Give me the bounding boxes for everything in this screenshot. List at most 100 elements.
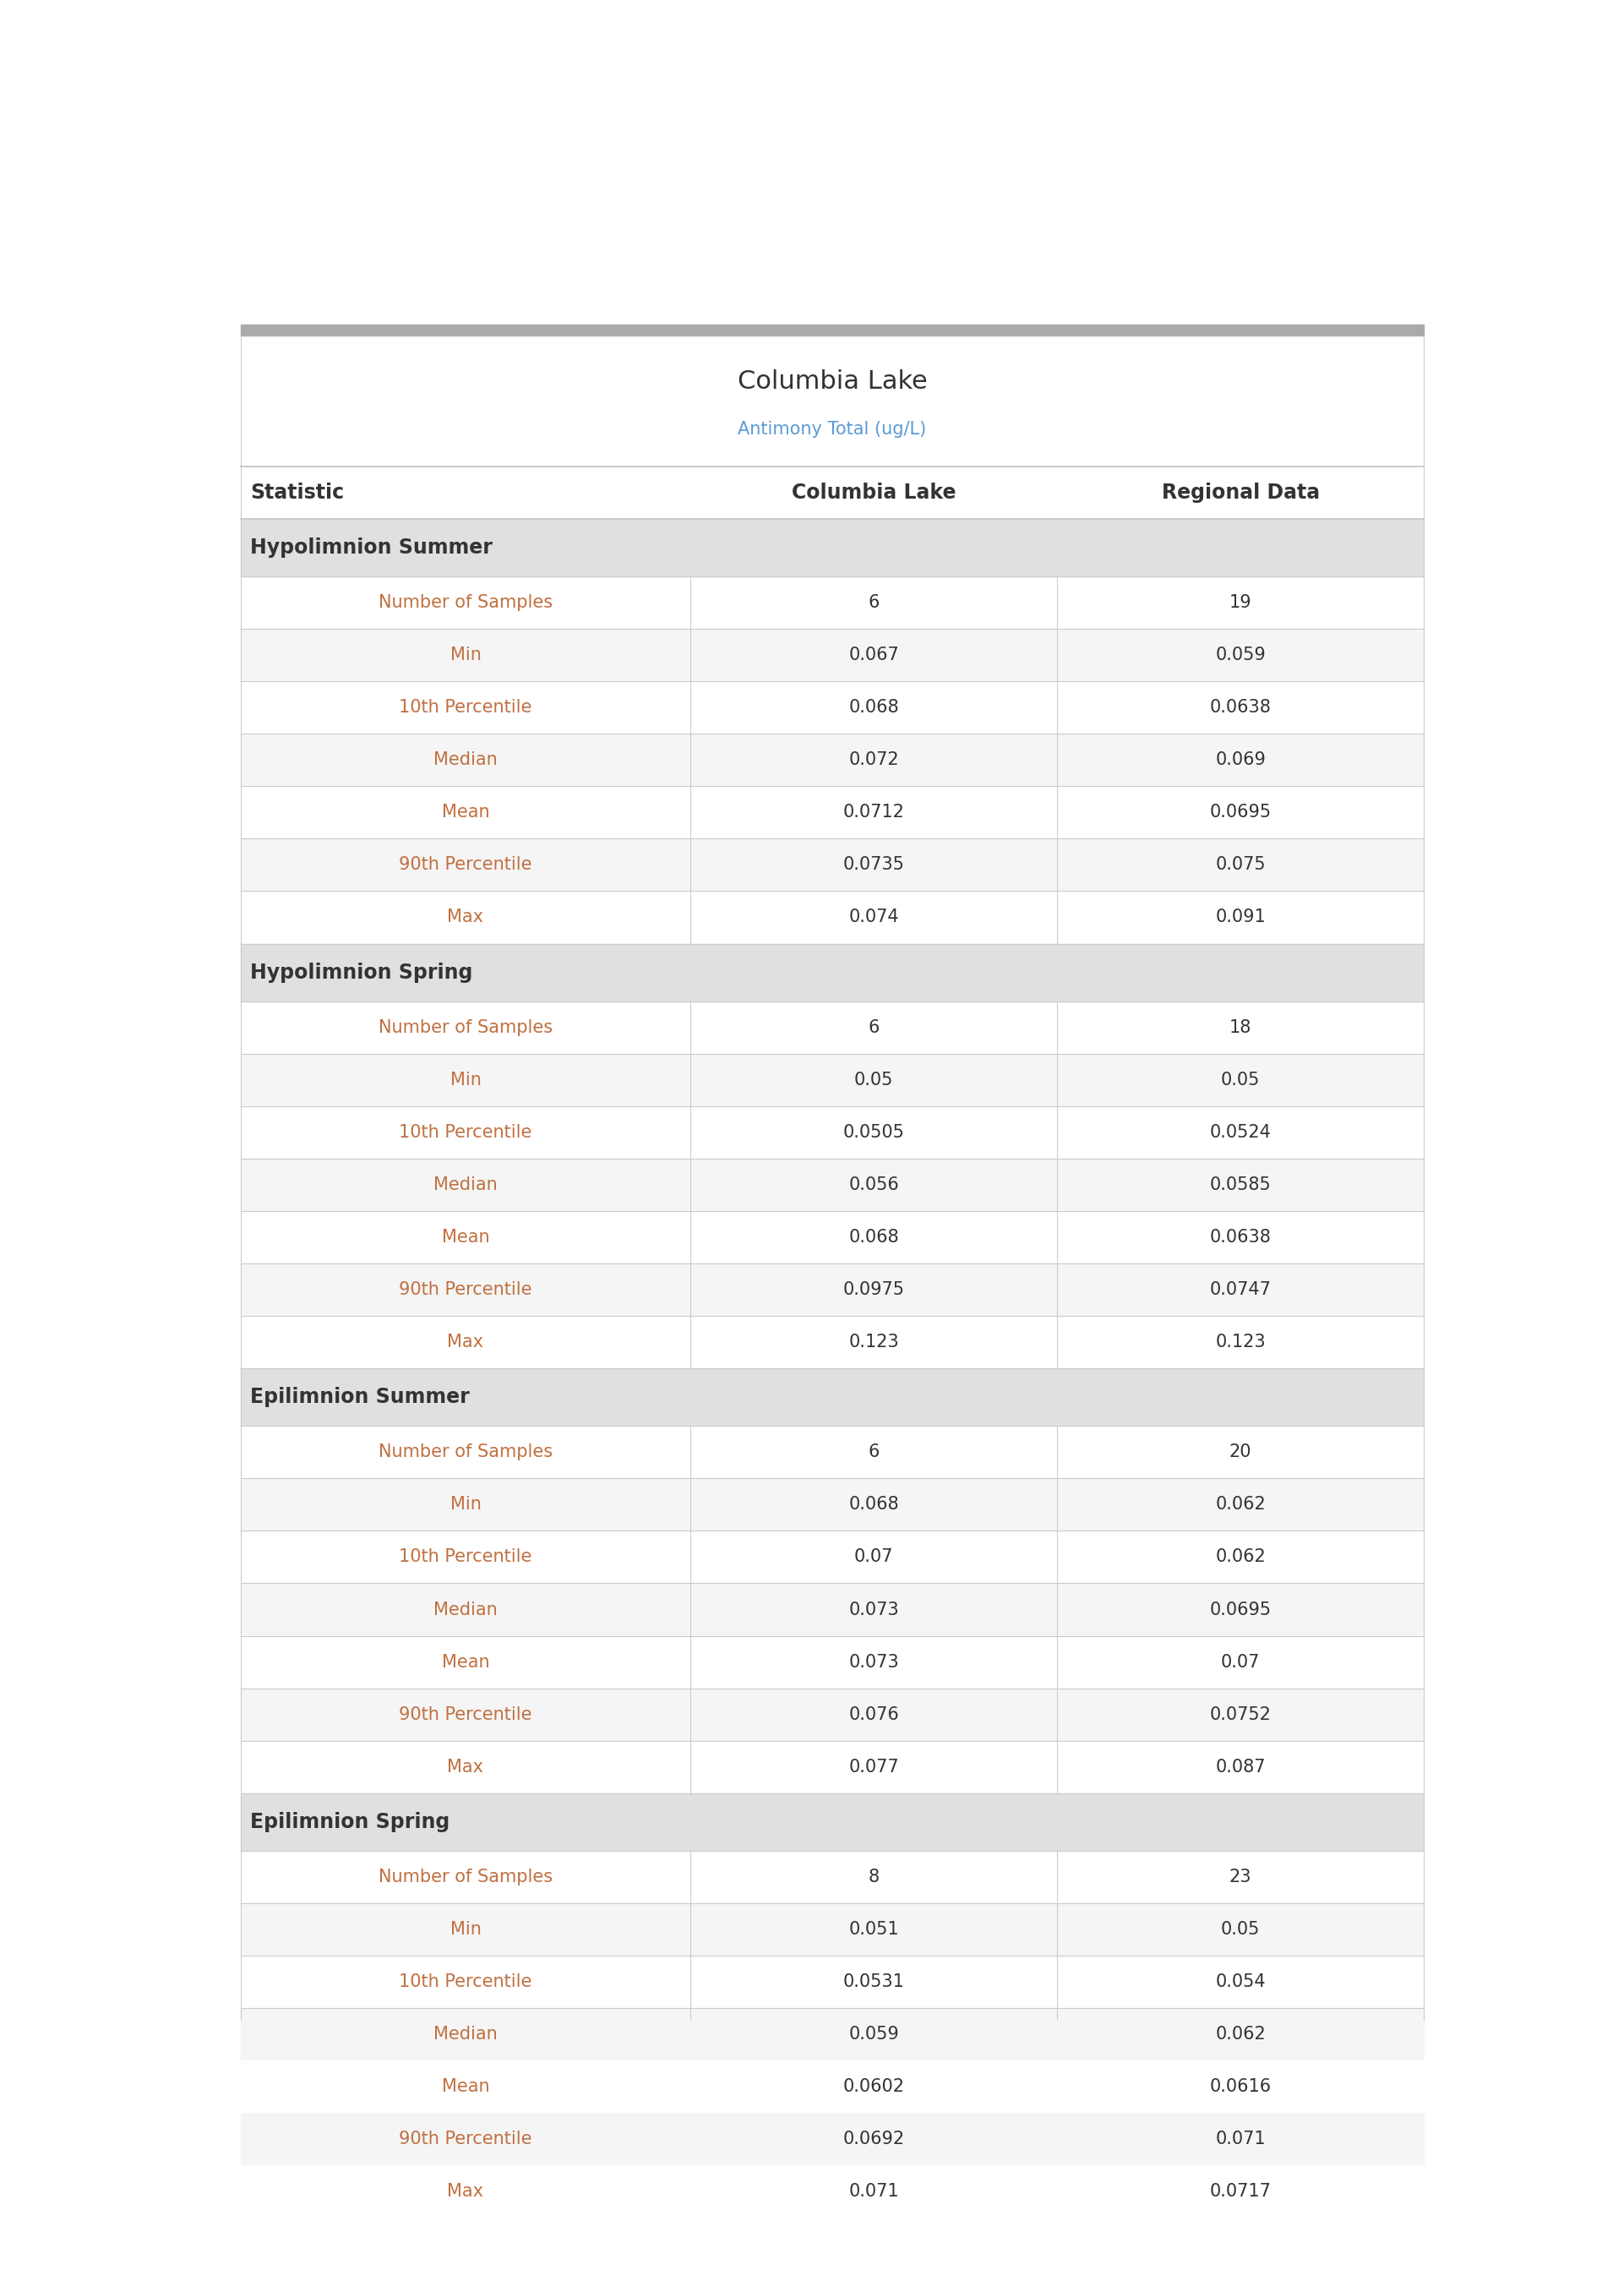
Text: 0.091: 0.091 <box>1215 908 1265 926</box>
Bar <box>240 1957 1424 2009</box>
Text: 0.0692: 0.0692 <box>843 2132 905 2147</box>
Text: 0.071: 0.071 <box>848 2184 900 2200</box>
Text: Regional Data: Regional Data <box>1161 484 1320 502</box>
Text: 0.076: 0.076 <box>848 1707 900 1723</box>
Bar <box>240 1689 1424 1741</box>
Bar <box>240 1530 1424 1584</box>
Text: 6: 6 <box>869 1444 879 1460</box>
Bar <box>240 733 1424 785</box>
Text: 0.0585: 0.0585 <box>1210 1176 1272 1194</box>
Text: Max: Max <box>447 2184 484 2200</box>
Bar <box>240 1001 1424 1053</box>
Text: 0.0602: 0.0602 <box>843 2079 905 2095</box>
Text: 18: 18 <box>1229 1019 1252 1035</box>
Text: 0.07: 0.07 <box>1221 1653 1260 1671</box>
Text: 0.059: 0.059 <box>1215 647 1265 663</box>
Text: Epilimnion Summer: Epilimnion Summer <box>250 1387 469 1407</box>
Text: 0.0616: 0.0616 <box>1210 2079 1272 2095</box>
Text: Median: Median <box>434 1176 497 1194</box>
Text: 0.073: 0.073 <box>848 1653 900 1671</box>
Text: 8: 8 <box>869 1868 879 1886</box>
Text: 23: 23 <box>1229 1868 1252 1886</box>
Bar <box>240 681 1424 733</box>
Bar <box>240 892 1424 944</box>
Text: 0.062: 0.062 <box>1215 2025 1265 2043</box>
Text: 0.073: 0.073 <box>848 1600 900 1619</box>
Text: Mean: Mean <box>442 1653 489 1671</box>
Text: Median: Median <box>434 1600 497 1619</box>
Text: 0.077: 0.077 <box>848 1759 900 1775</box>
Text: Number of Samples: Number of Samples <box>378 1444 552 1460</box>
Text: 0.0524: 0.0524 <box>1210 1124 1272 1142</box>
Text: 0.068: 0.068 <box>848 1228 900 1246</box>
Text: Columbia Lake: Columbia Lake <box>791 484 957 502</box>
Text: 0.123: 0.123 <box>848 1335 900 1351</box>
Text: Max: Max <box>447 1759 484 1775</box>
Text: 0.072: 0.072 <box>848 751 900 770</box>
Bar <box>240 465 1424 520</box>
Text: Hypolimnion Summer: Hypolimnion Summer <box>250 538 492 558</box>
Text: 10th Percentile: 10th Percentile <box>400 1548 533 1566</box>
Bar <box>240 2061 1424 2113</box>
Text: 0.0747: 0.0747 <box>1210 1280 1272 1298</box>
Text: 90th Percentile: 90th Percentile <box>400 1280 533 1298</box>
Text: Antimony Total (ug/L): Antimony Total (ug/L) <box>737 422 927 438</box>
Text: 0.075: 0.075 <box>1215 856 1265 874</box>
Bar <box>240 785 1424 838</box>
Text: Median: Median <box>434 2025 497 2043</box>
Bar <box>240 1369 1424 1426</box>
Text: 0.054: 0.054 <box>1215 1973 1265 1991</box>
Bar <box>240 1478 1424 1530</box>
Text: Min: Min <box>450 647 481 663</box>
Text: 10th Percentile: 10th Percentile <box>400 1124 533 1142</box>
Text: 19: 19 <box>1229 595 1252 611</box>
Text: 90th Percentile: 90th Percentile <box>400 2132 533 2147</box>
Text: Median: Median <box>434 751 497 770</box>
Text: Number of Samples: Number of Samples <box>378 595 552 611</box>
Text: 0.056: 0.056 <box>848 1176 900 1194</box>
Text: 0.0712: 0.0712 <box>843 804 905 822</box>
Bar <box>240 629 1424 681</box>
Text: Number of Samples: Number of Samples <box>378 1019 552 1035</box>
Text: 0.069: 0.069 <box>1215 751 1265 770</box>
Bar <box>240 1741 1424 1793</box>
Text: Max: Max <box>447 908 484 926</box>
Bar <box>240 577 1424 629</box>
Text: 0.087: 0.087 <box>1215 1759 1265 1775</box>
Text: Min: Min <box>450 1496 481 1514</box>
Bar <box>240 2009 1424 2061</box>
Bar <box>240 2113 1424 2166</box>
Text: 6: 6 <box>869 1019 879 1035</box>
Bar <box>240 1158 1424 1210</box>
Text: Hypolimnion Spring: Hypolimnion Spring <box>250 962 473 983</box>
Text: Mean: Mean <box>442 2079 489 2095</box>
Bar <box>240 520 1424 577</box>
Bar <box>240 325 1424 336</box>
Text: Min: Min <box>450 1071 481 1087</box>
Text: Columbia Lake: Columbia Lake <box>737 370 927 393</box>
Bar <box>240 1210 1424 1264</box>
Bar <box>240 1053 1424 1105</box>
Text: 0.074: 0.074 <box>848 908 900 926</box>
Bar <box>240 1902 1424 1957</box>
Text: Number of Samples: Number of Samples <box>378 1868 552 1886</box>
Bar <box>240 2166 1424 2218</box>
Bar <box>240 1105 1424 1158</box>
Bar <box>240 1793 1424 1850</box>
Text: 6: 6 <box>869 595 879 611</box>
Text: 0.0752: 0.0752 <box>1210 1707 1272 1723</box>
Text: 0.062: 0.062 <box>1215 1548 1265 1566</box>
Text: 0.051: 0.051 <box>848 1920 900 1939</box>
Bar <box>240 838 1424 892</box>
Text: Min: Min <box>450 1920 481 1939</box>
Bar <box>240 1264 1424 1317</box>
Text: 0.0505: 0.0505 <box>843 1124 905 1142</box>
Text: 0.0717: 0.0717 <box>1210 2184 1272 2200</box>
Text: 0.05: 0.05 <box>1221 1071 1260 1087</box>
Text: 0.05: 0.05 <box>1221 1920 1260 1939</box>
Text: 0.068: 0.068 <box>848 699 900 715</box>
Text: 20: 20 <box>1229 1444 1252 1460</box>
Bar <box>240 1426 1424 1478</box>
Bar <box>240 1637 1424 1689</box>
Text: 10th Percentile: 10th Percentile <box>400 1973 533 1991</box>
